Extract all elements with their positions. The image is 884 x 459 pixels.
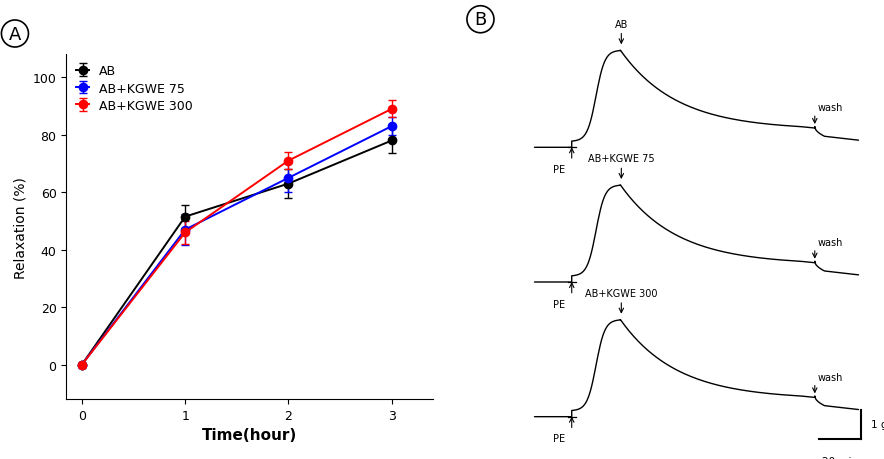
X-axis label: Time(hour): Time(hour)	[202, 427, 297, 442]
Text: PE: PE	[552, 433, 565, 443]
Text: AB+KGWE 300: AB+KGWE 300	[585, 289, 658, 298]
Text: A: A	[9, 25, 21, 44]
Text: AB: AB	[614, 20, 628, 30]
Y-axis label: Relaxation (%): Relaxation (%)	[13, 176, 27, 278]
Text: wash: wash	[818, 372, 843, 382]
Text: wash: wash	[818, 237, 843, 247]
Text: AB+KGWE 75: AB+KGWE 75	[588, 154, 655, 164]
Text: B: B	[475, 11, 486, 29]
Text: PE: PE	[552, 299, 565, 309]
Text: 1 g: 1 g	[871, 420, 884, 430]
Text: 20 min: 20 min	[822, 455, 857, 459]
Legend: AB, AB+KGWE 75, AB+KGWE 300: AB, AB+KGWE 75, AB+KGWE 300	[72, 62, 196, 117]
Text: wash: wash	[818, 103, 843, 113]
Text: PE: PE	[552, 164, 565, 174]
